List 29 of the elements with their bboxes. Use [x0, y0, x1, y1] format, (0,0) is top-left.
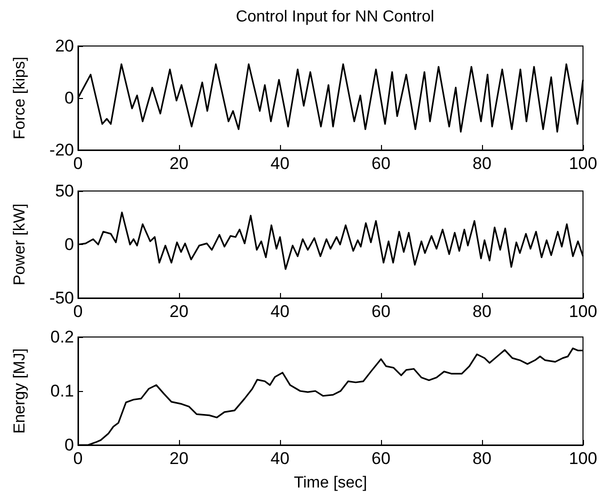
y-axis-title: Force [kips]	[12, 56, 28, 140]
y-tick-label: -20	[49, 140, 74, 160]
x-tick-label: 100	[568, 449, 598, 468]
y-tick-label: 0.2	[50, 328, 74, 346]
y-axis-title: Energy [MJ]	[12, 348, 28, 434]
x-tick-label: 100	[568, 302, 598, 321]
y-tick-label: 0	[64, 88, 74, 108]
x-tick-label: 100	[568, 154, 598, 173]
y-axis-title: Power [kW]	[12, 204, 28, 286]
x-tick-label: 40	[270, 154, 290, 173]
x-tick-label: 60	[372, 449, 390, 468]
x-tick-label: 80	[472, 302, 492, 321]
y-tick-label: 0	[64, 235, 74, 254]
x-tick-label: 80	[472, 154, 492, 173]
x-tick-label: 40	[270, 449, 290, 468]
x-tick-label: 40	[270, 302, 290, 321]
y-tick-label: -50	[49, 288, 74, 308]
y-tick-label: 0.1	[50, 382, 74, 400]
y-tick-label: 50	[55, 182, 74, 200]
x-tick-label: 20	[170, 302, 188, 321]
x-axis-title: Time [sec]	[294, 474, 368, 492]
x-tick-label: 60	[372, 154, 390, 173]
x-tick-label: 60	[372, 302, 390, 321]
x-tick-label: 20	[170, 449, 188, 468]
y-tick-label: 20	[55, 36, 74, 56]
x-tick-label: 20	[170, 154, 188, 173]
x-tick-label: 80	[472, 449, 492, 468]
y-tick-label: 0	[64, 436, 74, 454]
chart-title: Control Input for NN Control	[236, 8, 434, 26]
